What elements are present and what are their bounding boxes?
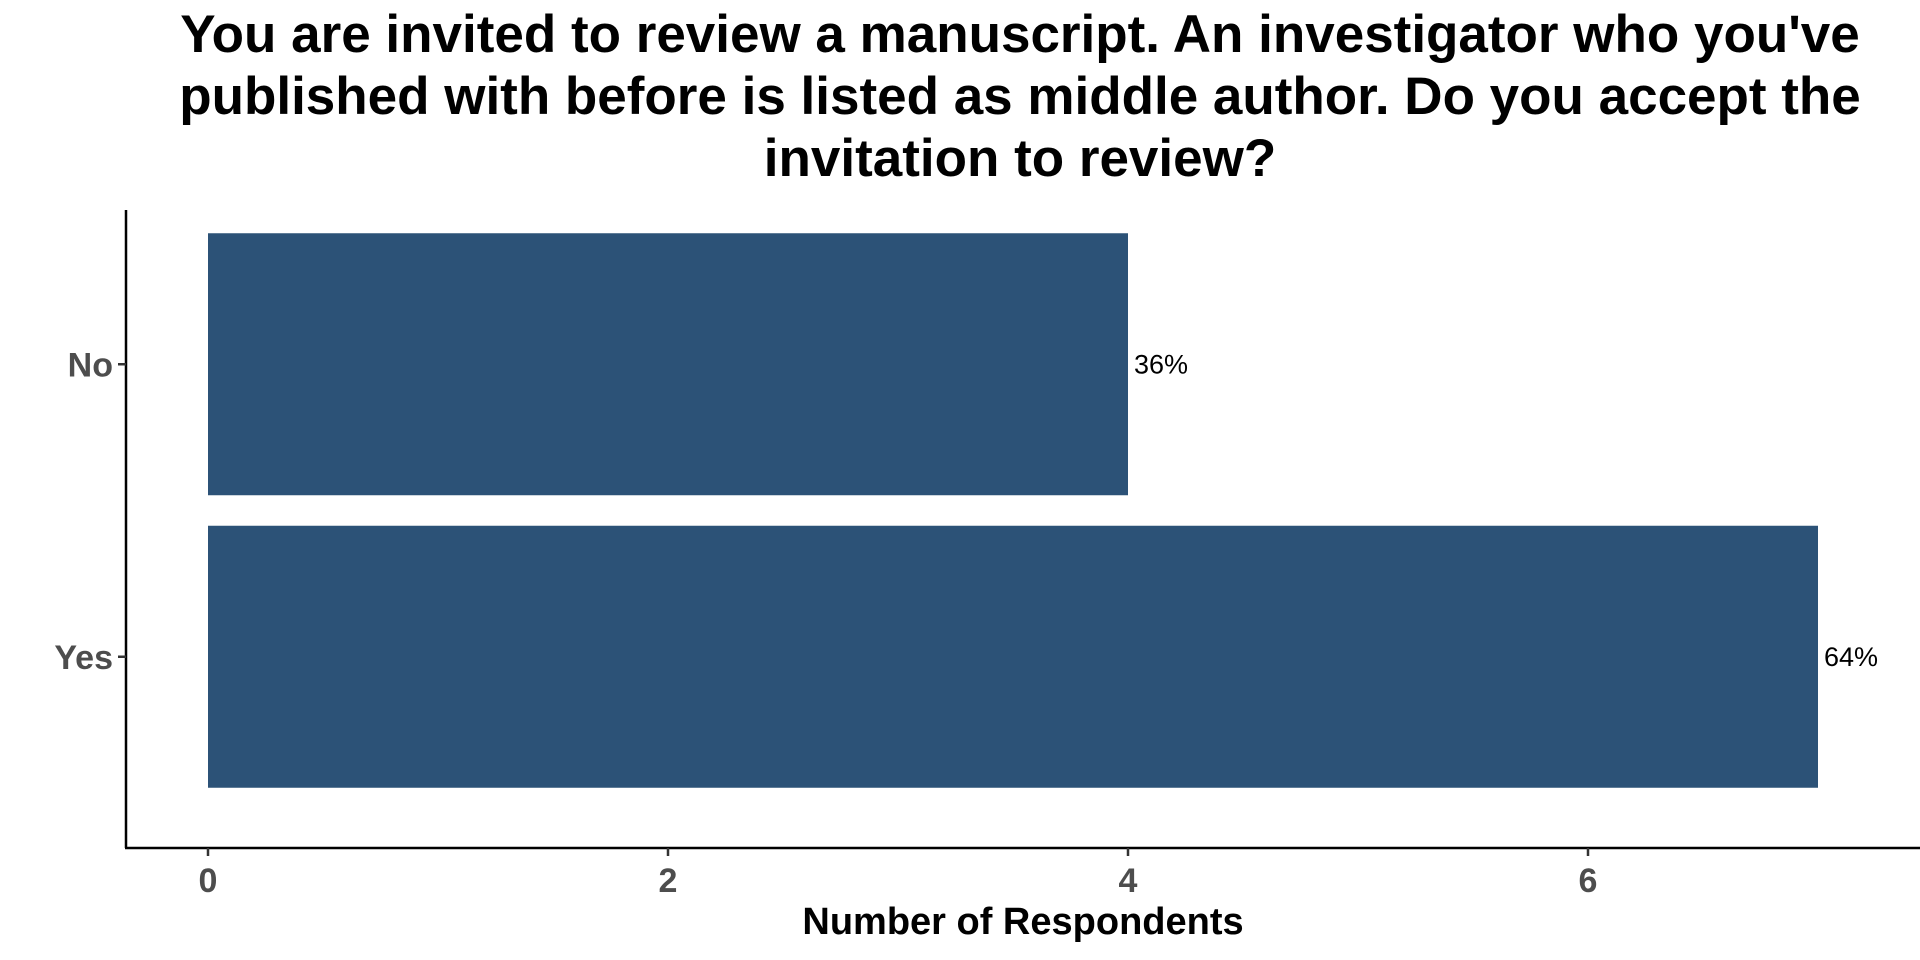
y-tick-label-yes: Yes — [54, 639, 113, 677]
x-tick-label-0: 0 — [199, 862, 218, 900]
bar-yes — [208, 525, 1818, 788]
x-axis: 0 2 4 6 — [125, 846, 1920, 900]
x-tick-label-6: 6 — [1579, 862, 1598, 900]
x-axis-title: Number of Respondents — [802, 901, 1243, 943]
x-tick-label-4: 4 — [1119, 862, 1138, 900]
data-labels-group: 36% 64% — [1134, 349, 1878, 672]
data-label-no: 36% — [1134, 349, 1188, 379]
y-tick-label-no: No — [68, 346, 113, 384]
y-axis: No Yes — [54, 210, 128, 848]
x-tick-label-2: 2 — [659, 862, 678, 900]
data-label-yes: 64% — [1824, 642, 1878, 672]
bar-no — [208, 233, 1128, 496]
bars-group — [208, 233, 1818, 788]
chart-title: You are invited to review a manuscript. … — [179, 5, 1861, 188]
